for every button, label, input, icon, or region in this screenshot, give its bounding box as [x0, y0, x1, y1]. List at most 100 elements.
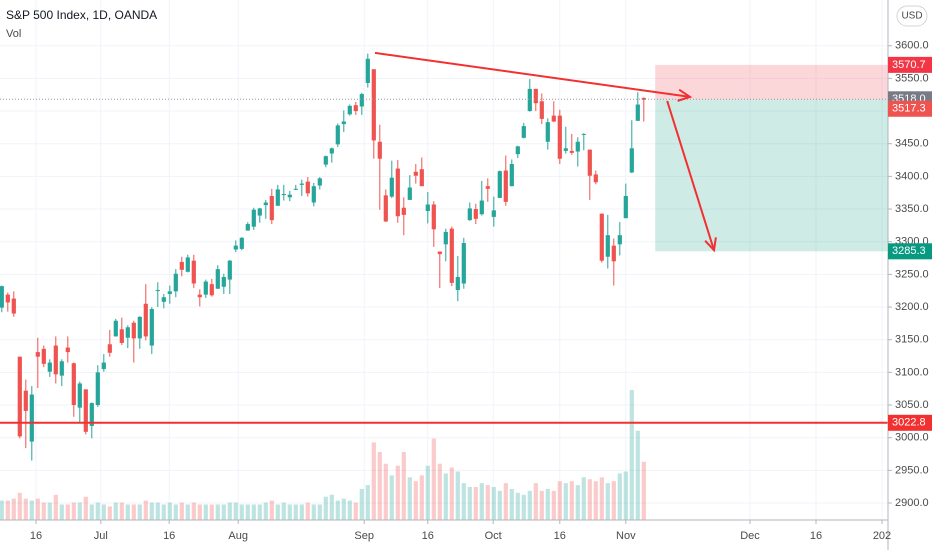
candle-body — [281, 194, 286, 196]
x-tick-label: 202 — [873, 530, 891, 542]
volume-bar — [347, 500, 352, 520]
candle-body — [107, 344, 112, 353]
candle-body — [233, 245, 238, 250]
candle-body — [113, 320, 118, 337]
volume-bar — [41, 502, 46, 520]
candle-body — [443, 231, 448, 245]
candle-body — [89, 403, 94, 426]
candle-body — [17, 356, 22, 437]
candle-body — [0, 286, 4, 308]
candle-body — [527, 88, 532, 112]
volume-bar — [281, 502, 286, 520]
y-tick-label: 3050.0 — [895, 399, 929, 411]
currency[interactable]: USD — [901, 11, 922, 22]
candle-body — [431, 204, 436, 230]
currency-button[interactable] — [896, 5, 928, 27]
candle-body — [5, 294, 10, 303]
volume-bar — [5, 500, 10, 520]
candle-body — [605, 235, 610, 257]
volume-bar — [305, 502, 310, 520]
volume-bar — [227, 502, 232, 520]
candle-body — [251, 209, 256, 227]
candle-body — [65, 347, 70, 353]
candle-body — [245, 224, 250, 231]
volume-bar — [47, 502, 52, 520]
candle-body — [143, 303, 148, 337]
volume-bar — [113, 502, 118, 520]
candle-body — [269, 195, 274, 221]
candle-body — [515, 146, 520, 155]
volume-bar — [287, 504, 292, 520]
price-tag-label: 3285.3 — [892, 245, 926, 257]
candle-body — [389, 177, 394, 197]
candle-body — [473, 209, 478, 219]
volume-bar — [239, 504, 244, 520]
volume-bar — [59, 504, 64, 520]
candle-body — [263, 202, 268, 206]
volume-bar — [455, 471, 460, 520]
volume-bar — [563, 483, 568, 520]
volume-bar — [635, 430, 640, 520]
volume-bar — [203, 504, 208, 520]
volume-bar — [509, 488, 514, 520]
candle-body — [221, 276, 226, 287]
y-tick-label: 3450.0 — [895, 138, 929, 150]
candle-body — [617, 235, 622, 245]
candle-body — [551, 115, 556, 122]
candle-body — [479, 200, 484, 215]
volume-bar — [245, 504, 250, 520]
y-tick-label: 3550.0 — [895, 72, 929, 84]
volume-bar — [395, 465, 400, 520]
candle-body — [359, 94, 364, 107]
candle-body — [95, 372, 100, 406]
candle-body — [77, 383, 82, 408]
candle-body — [599, 213, 604, 261]
volume-bar — [329, 494, 334, 520]
volume-bar — [269, 500, 274, 520]
volume-bar — [335, 500, 340, 520]
volume-bar — [383, 463, 388, 520]
volume-bar — [575, 485, 580, 520]
volume-bar — [371, 442, 376, 520]
volume-bar — [533, 483, 538, 520]
volume-bar — [419, 475, 424, 520]
volume-bar — [209, 504, 214, 520]
candle-body — [497, 171, 502, 198]
candle-body — [575, 141, 580, 152]
volume-bar — [215, 504, 220, 520]
y-tick-label: 3350.0 — [895, 203, 929, 215]
volume-bar — [299, 504, 304, 520]
candle-body — [323, 156, 328, 165]
volume-bar — [161, 504, 166, 520]
candle-body — [131, 322, 136, 339]
volume-bar — [143, 500, 148, 520]
target-zone — [655, 99, 888, 252]
volume-bar — [11, 498, 16, 520]
candle-body — [293, 188, 298, 190]
volume-bar — [137, 504, 142, 520]
candle-body — [521, 126, 526, 138]
candle-body — [449, 228, 454, 283]
volume-bar — [317, 504, 322, 520]
x-tick-label: 16 — [163, 530, 175, 542]
volume-bar — [431, 438, 436, 520]
time-axis-bg — [0, 520, 888, 550]
candle-body — [539, 101, 544, 119]
candle-layer — [0, 53, 646, 461]
candle-body — [83, 389, 88, 432]
y-tick-label: 2900.0 — [895, 497, 929, 509]
volume-bar — [191, 502, 196, 520]
candle-body — [155, 290, 160, 292]
candle-body — [413, 171, 418, 176]
volume-bar — [545, 488, 550, 520]
volume-bar — [107, 506, 112, 520]
candle-body — [455, 276, 460, 291]
candle-body — [407, 187, 412, 200]
candle-body — [419, 169, 424, 187]
volume-bar — [17, 492, 22, 520]
candle-body — [257, 208, 262, 216]
y-tick-label: 3000.0 — [895, 432, 929, 444]
price-tag — [888, 100, 932, 117]
candle-body — [581, 133, 586, 135]
candle-body — [545, 122, 550, 142]
